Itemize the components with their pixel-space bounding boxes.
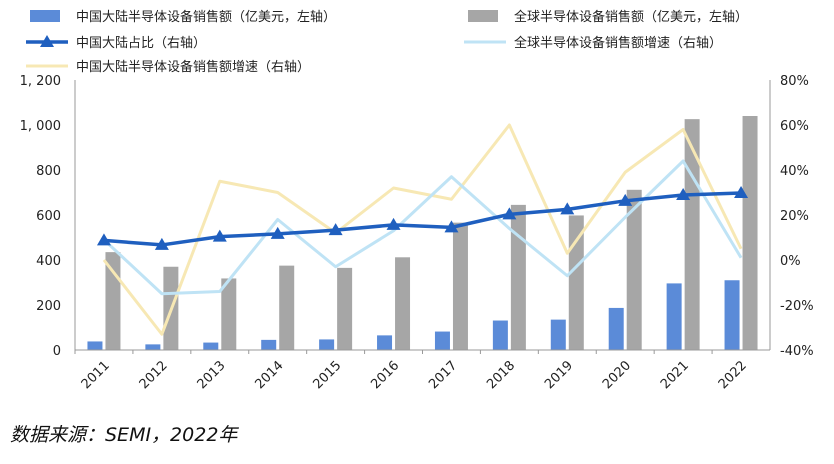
series-point <box>328 223 343 236</box>
left-tick-label: 1, 200 <box>20 74 61 89</box>
series-point <box>502 207 517 220</box>
right-tick-label: 40% <box>780 164 809 179</box>
right-axis: -40% -20% 0% 20% 40% 60% 80% <box>769 74 814 359</box>
bar <box>684 119 700 351</box>
series-line <box>102 159 743 296</box>
series-point <box>444 220 459 233</box>
x-tick-label: 2022 <box>716 358 750 392</box>
left-tick-label: 400 <box>36 254 61 269</box>
left-axis: 0 200 400 600 800 1, 000 1, 200 <box>20 74 76 359</box>
legend-label: 全球半导体设备销售额增速（右轴） <box>514 35 722 51</box>
bars <box>87 116 758 351</box>
x-tick-label: 2011 <box>79 358 113 392</box>
bar <box>492 320 508 350</box>
bar <box>550 319 566 350</box>
series-point <box>676 187 691 200</box>
bar <box>452 222 468 350</box>
series-point <box>96 233 111 246</box>
x-tick-label: 2021 <box>658 358 692 392</box>
series-point <box>560 202 575 215</box>
x-tick-label: 2016 <box>368 358 402 392</box>
series-point <box>618 193 633 206</box>
series-point <box>734 185 749 198</box>
series-point <box>386 217 401 230</box>
left-tick-label: 800 <box>36 164 61 179</box>
bar <box>279 265 295 350</box>
right-tick-label: -20% <box>780 299 814 314</box>
legend-label: 中国大陆占比（右轴） <box>76 35 206 51</box>
x-tick-label: 2012 <box>137 358 171 392</box>
right-tick-label: 80% <box>780 74 809 89</box>
source-note: 数据来源：SEMI，2022年 <box>10 424 238 446</box>
legend-label: 中国大陆半导体设备销售额增速（右轴） <box>76 59 310 75</box>
bar <box>203 342 219 350</box>
legend-swatch <box>30 10 60 22</box>
series-line <box>102 123 743 336</box>
x-tick-label: 2018 <box>484 358 518 392</box>
bar <box>261 339 277 350</box>
x-tick-label: 2013 <box>195 358 229 392</box>
bar <box>666 283 682 350</box>
right-tick-label: -40% <box>780 344 814 359</box>
bar <box>221 278 237 350</box>
bar <box>395 257 411 350</box>
x-tick-label: 2019 <box>542 358 576 392</box>
series-point <box>212 229 227 242</box>
x-tick-label: 2017 <box>426 358 460 392</box>
bar <box>319 339 335 350</box>
bar <box>742 116 758 350</box>
series-point <box>154 237 169 250</box>
bar <box>145 344 161 350</box>
legend: 中国大陆半导体设备销售额（亿美元，左轴） 全球半导体设备销售额（亿美元，左轴） 中国… <box>26 9 748 75</box>
legend-label: 中国大陆半导体设备销售额（亿美元，左轴） <box>76 9 336 25</box>
bar <box>724 280 740 350</box>
x-axis: 2011 2012 2013 2014 2015 2016 2017 2018 2019 2020… <box>74 349 770 392</box>
legend-label: 全球半导体设备销售额（亿美元，左轴） <box>514 9 748 25</box>
x-tick-label: 2020 <box>600 358 634 392</box>
bar <box>434 331 450 350</box>
bar <box>87 341 103 350</box>
left-tick-label: 200 <box>36 299 61 314</box>
right-tick-label: 0% <box>780 254 801 269</box>
left-tick-label: 600 <box>36 209 61 224</box>
x-tick-label: 2014 <box>253 358 287 392</box>
bar <box>377 335 393 350</box>
x-tick-label: 2015 <box>310 358 344 392</box>
bar <box>608 307 624 350</box>
left-tick-label: 0 <box>53 344 61 359</box>
right-tick-label: 60% <box>780 119 809 134</box>
series-point <box>270 226 285 239</box>
series-line <box>103 191 742 247</box>
bar <box>510 204 526 350</box>
lines <box>96 123 749 336</box>
left-tick-label: 1, 000 <box>20 119 61 134</box>
right-tick-label: 20% <box>780 209 809 224</box>
legend-marker <box>40 35 54 47</box>
bar <box>626 189 642 350</box>
bar <box>568 215 584 350</box>
legend-swatch <box>468 10 498 22</box>
bar <box>337 267 353 350</box>
chart: 中国大陆半导体设备销售额（亿美元，左轴） 全球半导体设备销售额（亿美元，左轴） 中国… <box>20 9 814 392</box>
